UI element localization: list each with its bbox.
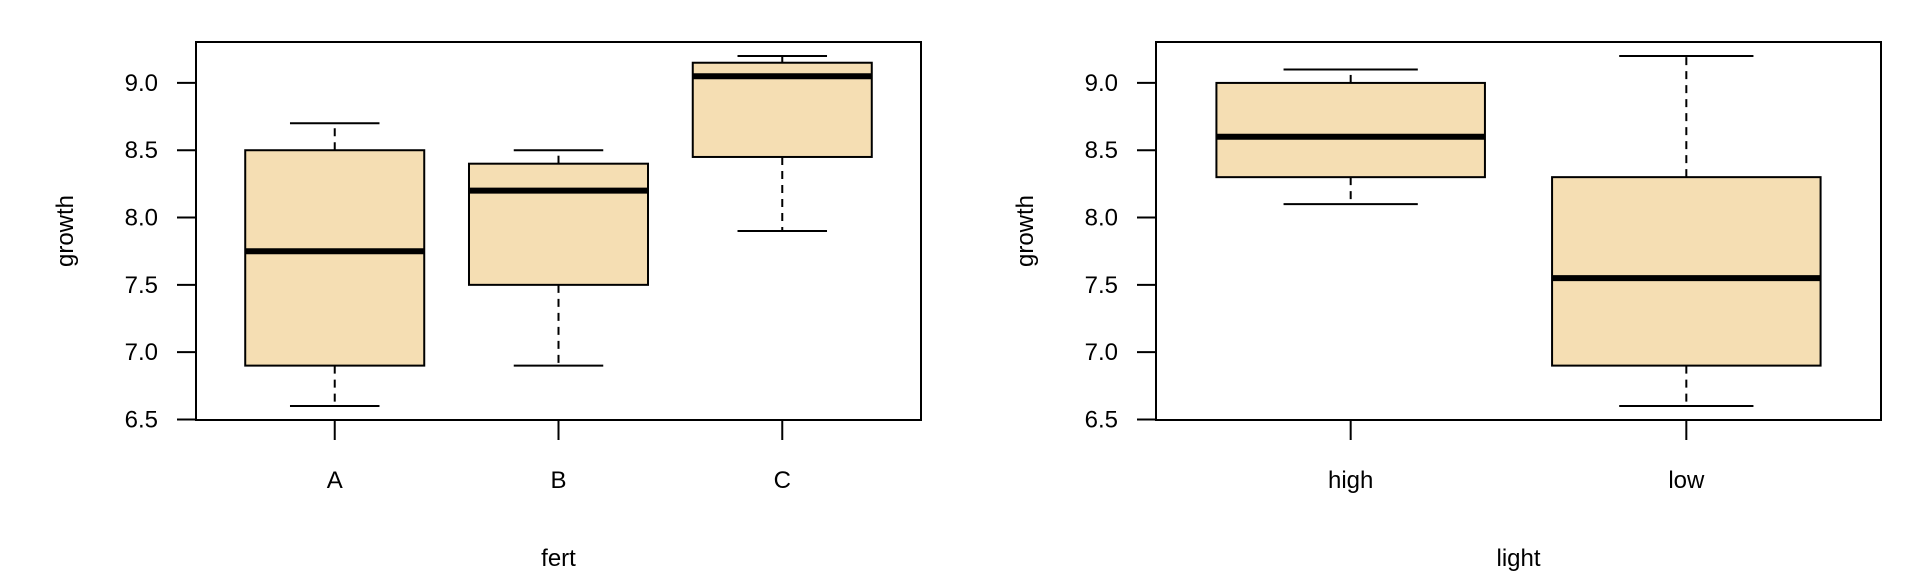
y-tick-label: 8.0 [1085,205,1118,232]
x-axis-title: fert [541,545,576,572]
y-tick-label: 7.0 [125,339,158,366]
plot-frame [1155,41,1882,421]
y-tick-label: 9.0 [1085,70,1118,97]
y-tick-label: 9.0 [125,70,158,97]
iqr-box [244,149,426,367]
y-tick-label: 6.5 [125,406,158,433]
box-high [1215,68,1486,206]
y-axis-title: growth [52,195,79,267]
box-B [467,149,650,367]
y-tick-label: 8.5 [125,137,158,164]
box-C [691,55,873,232]
y-tick-label: 6.5 [1085,406,1118,433]
y-tick-label: 7.0 [1085,339,1118,366]
plot-frame [195,41,922,421]
x-tick-label: low [1668,467,1705,494]
x-axis-title: light [1496,545,1540,572]
x-tick-label: high [1328,467,1373,494]
y-tick-label: 7.5 [1085,272,1118,299]
y-tick-label: 8.5 [1085,137,1118,164]
iqr-box [467,162,650,286]
y-axis-title: growth [1012,195,1039,267]
x-tick-label: C [774,467,791,494]
iqr-box [1551,176,1822,367]
x-tick-label: A [327,467,343,494]
x-tick-label: B [550,467,566,494]
y-tick-label: 7.5 [125,272,158,299]
y-tick-label: 8.0 [125,205,158,232]
box-A [244,122,426,407]
box-low [1551,55,1822,407]
iqr-box [1215,81,1486,179]
panel-2: 6.5 7.0 7.5 8.0 8.5 9.0 high low light growth [1012,41,1882,572]
